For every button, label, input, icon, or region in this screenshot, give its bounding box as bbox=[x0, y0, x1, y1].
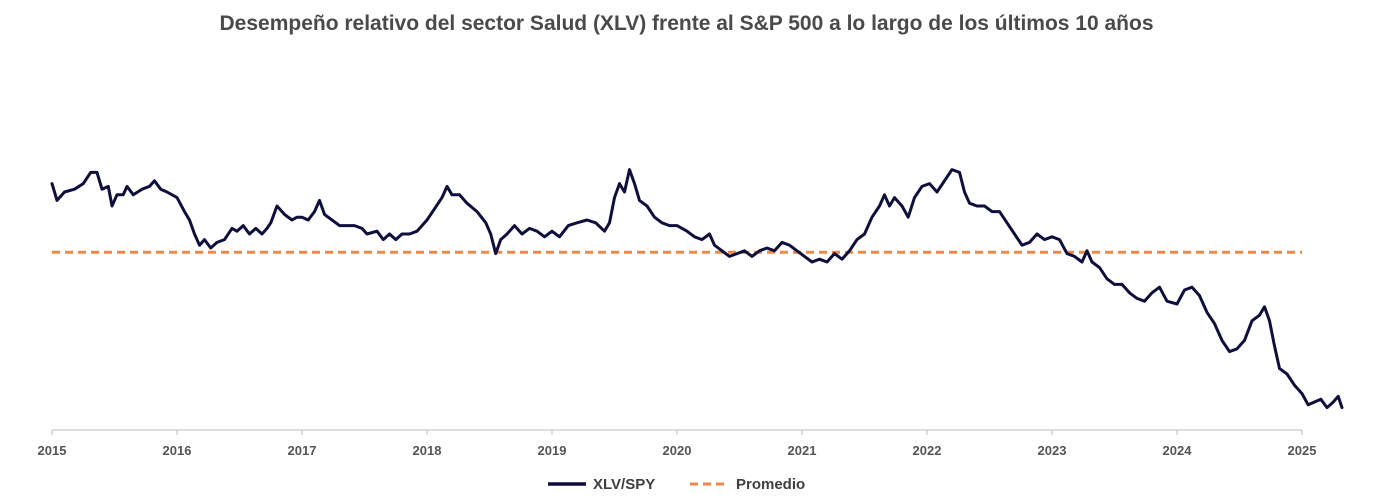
legend-label-xlv-spy: XLV/SPY bbox=[593, 476, 655, 493]
plot-area bbox=[50, 168, 1344, 410]
x-tick-label: 2023 bbox=[1038, 443, 1067, 458]
x-axis: 2015 2016 2017 2018 2019 2020 2021 2022 2023 2024… bbox=[38, 430, 1317, 458]
legend-label-promedio: Promedio bbox=[736, 476, 805, 493]
x-tick-label: 2021 bbox=[788, 443, 817, 458]
legend: XLV/SPY Promedio bbox=[548, 476, 805, 493]
chart-title: Desempeño relativo del sector Salud (XLV… bbox=[219, 12, 1154, 35]
x-tick-label: 2018 bbox=[413, 443, 442, 458]
x-tick-label: 2017 bbox=[288, 443, 317, 458]
x-tick-label: 2024 bbox=[1163, 443, 1193, 458]
x-tick-label: 2020 bbox=[663, 443, 692, 458]
x-tick-label: 2015 bbox=[38, 443, 67, 458]
x-tick-label: 2019 bbox=[538, 443, 567, 458]
series-line-xlv-spy bbox=[50, 168, 1344, 410]
x-tick-label: 2025 bbox=[1288, 443, 1317, 458]
x-tick-label: 2016 bbox=[163, 443, 192, 458]
x-tick-label: 2022 bbox=[913, 443, 942, 458]
